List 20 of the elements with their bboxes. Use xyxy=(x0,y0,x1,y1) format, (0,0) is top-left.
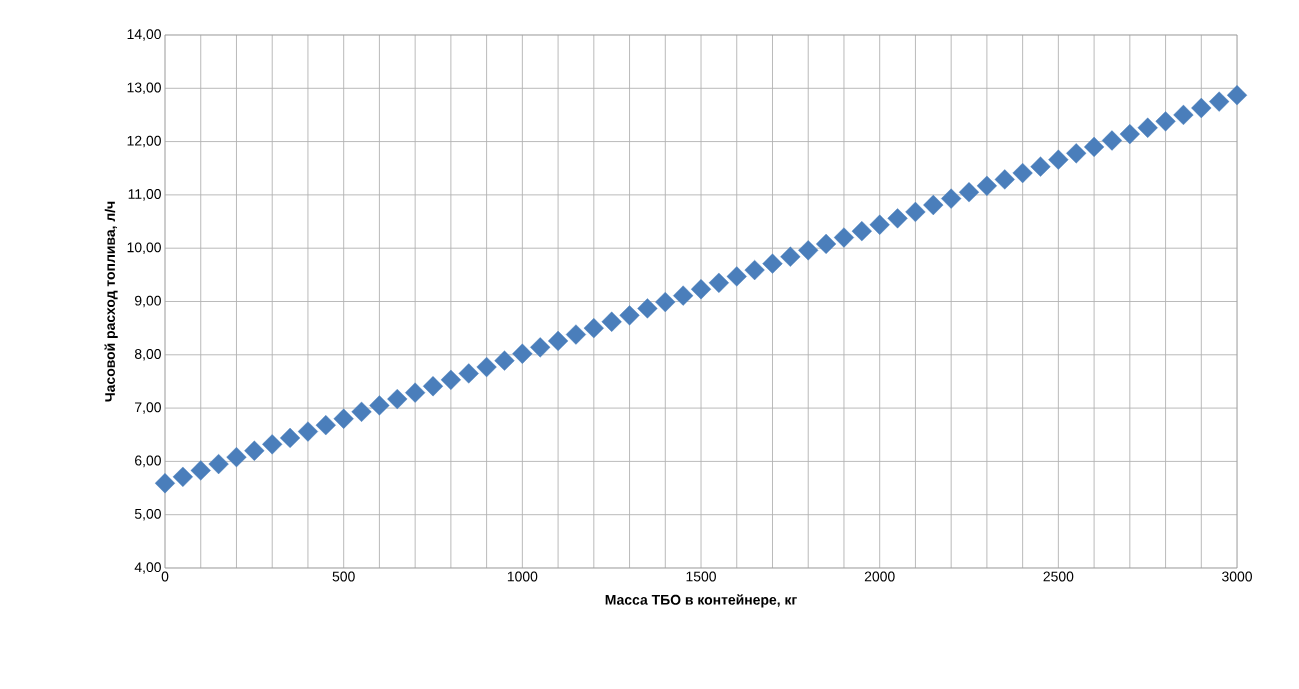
x-tick-label: 1000 xyxy=(507,571,538,582)
y-tick-label: 14,00 xyxy=(127,29,161,41)
x-tick-label: 2500 xyxy=(1043,571,1074,582)
y-tick-label: 8,00 xyxy=(134,349,161,361)
x-tick-label: 1500 xyxy=(686,571,716,582)
x-tick-label: 2000 xyxy=(864,571,895,582)
x-tick-label: 0 xyxy=(161,571,169,582)
y-tick-label: 9,00 xyxy=(134,295,161,308)
y-tick-label: 7,00 xyxy=(135,402,161,414)
x-tick-label: 3000 xyxy=(1222,571,1252,582)
y-tick-label: 4,00 xyxy=(134,562,161,574)
y-axis-title: Часовой расход топлива, л/ч xyxy=(104,201,118,402)
y-tick-label: 10,00 xyxy=(127,242,161,254)
y-tick-label: 13,00 xyxy=(127,82,161,95)
y-tick-label: 12,00 xyxy=(127,135,161,148)
x-tick-label: 500 xyxy=(332,571,355,582)
y-tick-label: 6,00 xyxy=(135,455,161,468)
y-tick-label: 11,00 xyxy=(128,189,161,201)
x-axis-title: Масса ТБО в контейнере, кг xyxy=(605,594,797,608)
y-tick-label: 5,00 xyxy=(134,508,161,521)
